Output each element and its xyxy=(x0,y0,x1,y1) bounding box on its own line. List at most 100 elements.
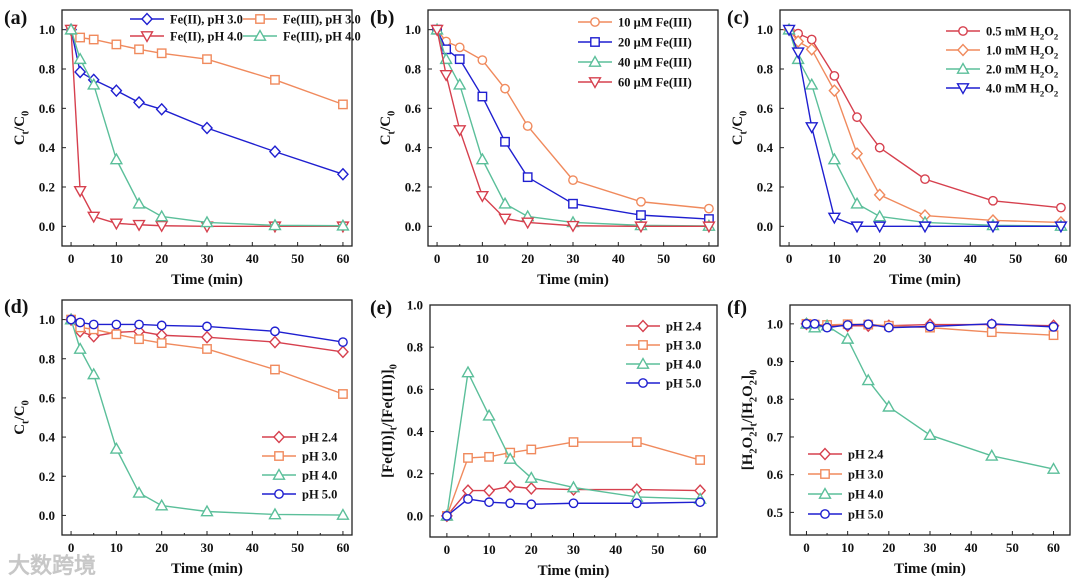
y-axis-label: Ct/C0 xyxy=(730,111,750,146)
y-tick-label: 0.5 xyxy=(767,505,784,520)
data-point xyxy=(526,499,537,510)
legend-entry: pH 2.4 xyxy=(626,320,702,334)
data-point xyxy=(850,221,864,234)
legend-marker-triangle-icon xyxy=(253,29,267,41)
x-tick-label: 30 xyxy=(567,542,580,557)
data-point xyxy=(336,167,349,181)
data-point xyxy=(156,320,167,331)
x-tick-label: 60 xyxy=(336,540,349,555)
data-point xyxy=(200,504,214,517)
data-point xyxy=(338,337,348,348)
data-point xyxy=(840,332,855,344)
y-tick-label: 0.2 xyxy=(407,466,423,481)
data-point xyxy=(202,344,212,354)
data-point xyxy=(525,481,538,495)
data-point xyxy=(270,326,280,337)
data-point xyxy=(822,322,832,333)
data-point xyxy=(1054,221,1068,234)
x-tick-label: 20 xyxy=(525,542,538,557)
series-line xyxy=(788,29,1061,227)
data-point xyxy=(132,196,146,209)
legend-marker-circle-icon xyxy=(590,17,600,27)
x-tick-label: 10 xyxy=(841,540,854,555)
data-point xyxy=(109,218,124,231)
legend-entry: Fe(II), pH 4.0 xyxy=(130,30,243,44)
y-tick-label: 0.8 xyxy=(757,62,774,77)
y-tick-label: 1.0 xyxy=(757,22,773,37)
data-point xyxy=(134,44,144,55)
legend-label: 20 μM Fe(III) xyxy=(618,36,692,50)
y-tick-label: 0.0 xyxy=(407,508,423,523)
legend-marker-square-icon xyxy=(820,469,830,479)
legend-entry: 10 μM Fe(III) xyxy=(578,16,692,30)
data-point xyxy=(505,498,516,509)
data-point xyxy=(806,34,817,45)
legend-marker-down-triangle-icon xyxy=(140,31,154,43)
x-tick-label: 30 xyxy=(201,540,214,555)
legend-entry: pH 5.0 xyxy=(262,488,337,502)
data-point xyxy=(155,498,169,511)
x-tick-label: 60 xyxy=(1047,540,1060,555)
legend-entry: pH 4.0 xyxy=(626,357,701,372)
legend-marker-triangle-icon xyxy=(272,468,286,480)
x-tick-label: 10 xyxy=(110,251,123,266)
data-point xyxy=(631,498,642,509)
legend-entry: pH 4.0 xyxy=(808,487,883,502)
data-point xyxy=(133,95,146,109)
data-point xyxy=(1048,321,1059,332)
legend-label: pH 5.0 xyxy=(848,508,883,522)
data-point xyxy=(851,147,864,161)
data-point xyxy=(66,314,76,325)
y-tick-label: 0.7 xyxy=(767,429,784,444)
legend-entry: 20 μM Fe(III) xyxy=(578,36,692,50)
data-point xyxy=(202,54,212,65)
data-point xyxy=(805,42,818,56)
series-fe-iii-ph-3-0 xyxy=(66,24,348,110)
data-point xyxy=(134,319,144,330)
data-point xyxy=(827,152,842,165)
data-point xyxy=(338,99,348,110)
legend-label: 60 μM Fe(III) xyxy=(618,76,692,90)
x-tick-label: 20 xyxy=(155,251,168,266)
data-point xyxy=(986,318,997,329)
data-point xyxy=(631,437,642,447)
data-point xyxy=(522,172,533,183)
legend-label: 40 μM Fe(III) xyxy=(618,56,692,70)
legend-marker-diamond-icon xyxy=(819,447,831,461)
y-axis-label: Ct/C0 xyxy=(12,400,32,435)
data-point xyxy=(201,121,213,135)
panel-b: (b) 0 10 20 30 40 50 60 0.0 0.2 0.4 0.6 0.8 1.0 Time (… xyxy=(370,7,719,288)
data-point xyxy=(882,399,896,412)
x-tick-label: 30 xyxy=(924,540,937,555)
data-point xyxy=(801,318,812,329)
series-line xyxy=(806,323,1054,470)
legend-entry: pH 3.0 xyxy=(808,468,883,482)
legend-label: 4.0 mM H2O2 xyxy=(986,82,1058,99)
data-point xyxy=(87,211,101,224)
data-point xyxy=(155,209,169,222)
y-tick-label: 0.6 xyxy=(39,390,56,405)
legend-entry: pH 3.0 xyxy=(626,339,701,353)
x-tick-label: 50 xyxy=(657,251,670,266)
data-point xyxy=(861,373,875,386)
data-point xyxy=(874,142,885,153)
data-point xyxy=(454,54,465,65)
legend-entry: pH 5.0 xyxy=(626,377,701,391)
x-tick-label: 50 xyxy=(651,542,664,557)
data-point xyxy=(484,497,494,508)
data-point xyxy=(132,219,146,232)
x-tick-label: 60 xyxy=(702,251,715,266)
legend-label: 1.0 mM H2O2 xyxy=(986,44,1058,61)
panel-label: (f) xyxy=(727,297,747,319)
data-point xyxy=(482,408,496,421)
data-point xyxy=(498,196,512,209)
legend-label: pH 4.0 xyxy=(848,488,883,502)
legend-label: Fe(III), pH 4.0 xyxy=(283,30,361,44)
data-point xyxy=(453,77,467,90)
series-ph-4-0 xyxy=(799,316,1061,474)
x-tick-label: 60 xyxy=(1054,251,1067,266)
legend-marker-diamond-icon xyxy=(957,43,969,57)
x-tick-label: 60 xyxy=(336,251,349,266)
legend-entry: Fe(III), pH 4.0 xyxy=(243,29,361,44)
data-point xyxy=(336,345,349,359)
